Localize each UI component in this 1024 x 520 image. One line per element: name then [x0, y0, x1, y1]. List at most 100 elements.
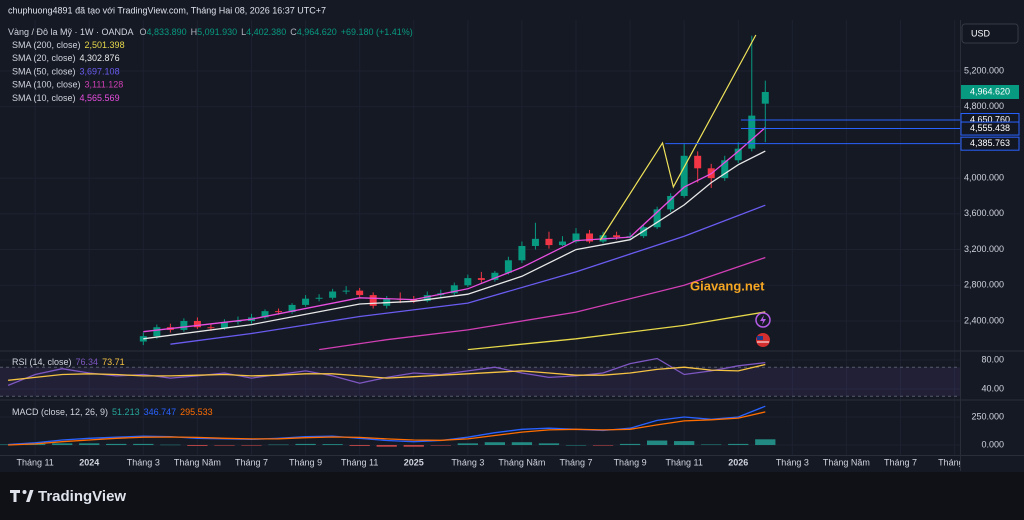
x-tick-label: Tháng 3 [776, 457, 809, 467]
candle-body [653, 209, 661, 228]
ohlc-value: 5,091.930 [197, 27, 237, 37]
logo-mark [10, 490, 20, 502]
histogram-bar [755, 439, 776, 446]
logo: TradingView [10, 488, 126, 505]
ohlc-value: 4,964.620 [297, 27, 337, 37]
legend-value: 2,501.398 [85, 40, 125, 50]
histogram-bar [565, 445, 587, 446]
legend-name: SMA (20, close) [12, 54, 76, 64]
legend: SMA (10, close) 4,565.569 [12, 93, 120, 103]
histogram-bar [457, 443, 478, 446]
candle-body [275, 311, 283, 313]
candle-body [572, 233, 580, 242]
y-tick-label: 80.00 [981, 354, 1004, 364]
histogram-bar [160, 444, 181, 446]
x-tick-label: Tháng Năm [823, 457, 870, 467]
level-label: 4,385.763 [970, 138, 1010, 148]
candle-body [504, 260, 512, 273]
histogram-bar [268, 444, 289, 446]
candle-body [721, 160, 729, 179]
legend: SMA (20, close) 4,302.876 [12, 54, 120, 64]
legend-value: 295.533 [180, 407, 213, 417]
candle-body [193, 320, 201, 328]
candle-body [180, 320, 188, 330]
y-tick-label: 5,200.000 [964, 65, 1004, 75]
trend-line [599, 34, 757, 241]
candle-body [761, 91, 769, 104]
histogram-bar [79, 443, 100, 446]
last-price-box [961, 84, 1019, 99]
candle-body [153, 327, 161, 337]
time-axis: Tháng 11 2024 Tháng 3 Tháng Năm Tháng 7 Tháng… [16, 457, 971, 467]
event-icon[interactable] [755, 312, 771, 328]
candle-body [586, 233, 594, 242]
histogram-bar [728, 443, 749, 446]
symbol: Vàng / Đô la Mỹ · 1W · OANDA [8, 27, 134, 37]
x-tick-label: Tháng 11 [341, 457, 378, 467]
ohlc-key: O [140, 27, 147, 37]
legend-value: 76.34 [76, 357, 99, 367]
ohlc-value: 4,402.380 [246, 27, 286, 37]
histogram-bar [295, 443, 316, 446]
level-label: 4,555.438 [970, 123, 1010, 133]
logo-mark [22, 490, 27, 494]
currency[interactable]: USD [971, 28, 991, 38]
histogram-bar [511, 442, 533, 446]
legend: SMA (100, close) 3,111.128 [12, 80, 123, 90]
rsi-pane [0, 357, 960, 397]
x-tick-label: Tháng 7 [235, 457, 268, 467]
histogram-bar [214, 445, 235, 446]
histogram-bar [701, 444, 722, 446]
x-tick-label: Tháng 9 [938, 457, 971, 467]
legend: SMA (200, close) 2,501.398 [12, 40, 125, 50]
y-tick-label: 4,000.000 [964, 173, 1004, 183]
indicator-line [143, 150, 766, 340]
legend-name: SMA (200, close) [12, 40, 81, 50]
watermark: Giavang.net [690, 278, 765, 293]
histogram-bar [592, 445, 614, 446]
legend-name: SMA (100, close) [12, 80, 81, 90]
candle-body [220, 321, 228, 329]
currency-box[interactable] [961, 23, 1019, 44]
histogram-bar [484, 442, 506, 446]
candle-body [667, 195, 675, 210]
legend-name: SMA (50, close) [12, 67, 76, 77]
indicator-line [8, 411, 766, 446]
last-price-label: 4,964.620 [970, 86, 1010, 96]
histogram-bar [133, 443, 154, 446]
x-tick-label: Tháng Năm [498, 457, 545, 467]
x-tick-label: 2026 [728, 457, 748, 467]
histogram-bar [619, 443, 641, 446]
candle-body [234, 320, 242, 322]
indicator-line [467, 311, 766, 350]
x-tick-label: 2024 [79, 457, 99, 467]
candle-body [558, 241, 566, 246]
flag-canton [757, 336, 763, 340]
legend-name: SMA (10, close) [12, 93, 76, 103]
icons [755, 312, 771, 347]
y-tick-label: 3,200.000 [964, 244, 1004, 254]
histogram-bar [349, 445, 370, 446]
x-tick-label: Tháng 3 [127, 457, 160, 467]
histogram-bar [241, 445, 262, 446]
legend: Vàng / Đô la Mỹ · 1W · OANDA O4,833.890 H5… [8, 27, 413, 37]
change: +69.180 (+1.41%) [341, 27, 413, 37]
legend-value: 73.71 [102, 357, 125, 367]
indicator-line [170, 204, 766, 345]
histogram-bar [403, 445, 424, 447]
histogram-bar [106, 443, 127, 446]
level-label-box [960, 121, 1020, 136]
candle-body [369, 295, 377, 306]
y-tick-label: 0.000 [981, 439, 1004, 449]
histogram-bar [52, 443, 73, 446]
y-tick-label: 4,800.000 [964, 101, 1004, 111]
candle-body [342, 290, 350, 292]
x-tick-label: Tháng 7 [559, 457, 592, 467]
event-icon-bolt [760, 315, 766, 325]
x-tick-label: Tháng 11 [16, 457, 53, 467]
histogram-bar [322, 444, 343, 446]
candle-body [531, 238, 539, 246]
y-tick-label: 250.000 [971, 411, 1004, 421]
candle-body [477, 278, 485, 280]
